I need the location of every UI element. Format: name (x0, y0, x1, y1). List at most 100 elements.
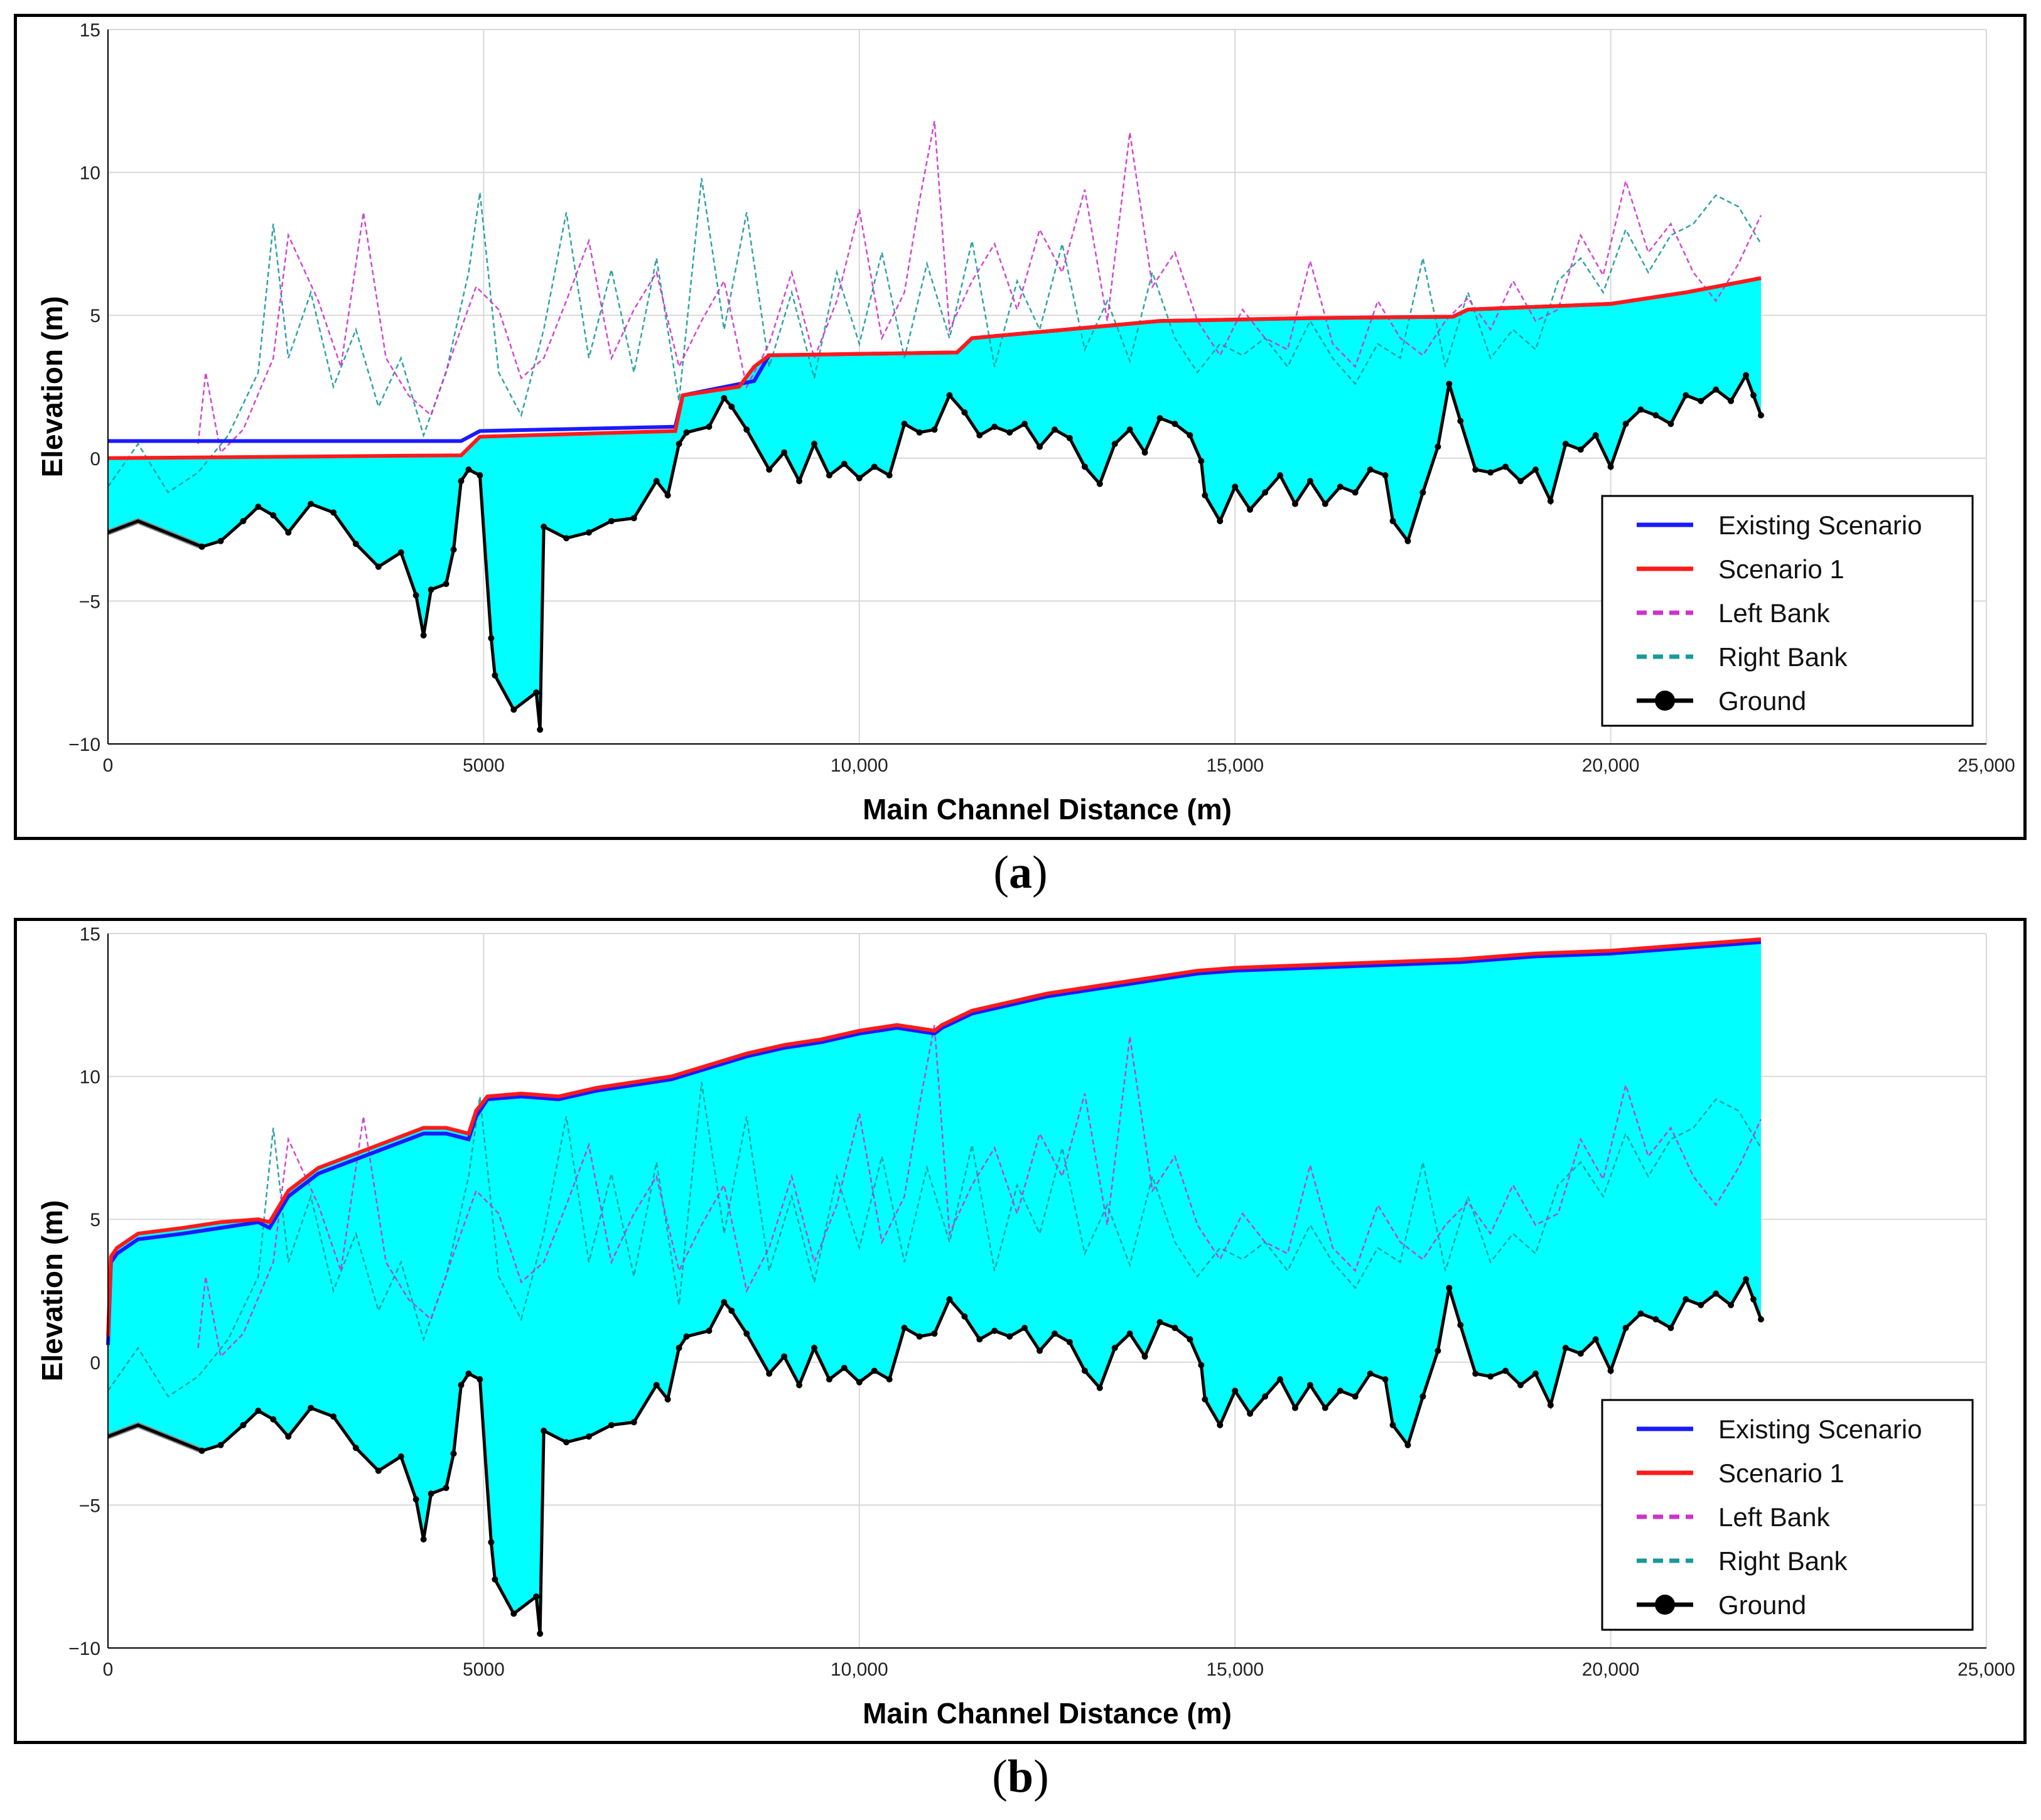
ground-point (1277, 472, 1284, 479)
ground-point (1202, 492, 1209, 498)
ground-point (1171, 1325, 1178, 1332)
ground-point (1247, 506, 1254, 513)
ground-point (841, 460, 848, 467)
ground-point (285, 1433, 292, 1440)
ground-point (585, 529, 592, 536)
ground-point (352, 1445, 359, 1451)
ground-point (1232, 483, 1239, 490)
ground-point (533, 689, 540, 696)
ground-points (198, 1276, 1764, 1637)
ground-point (375, 1467, 382, 1474)
ground-point (961, 409, 968, 416)
ground-point (492, 672, 498, 679)
ground-point (533, 1593, 540, 1600)
ground-point (1446, 1284, 1453, 1291)
ground-point (465, 466, 472, 473)
ground-point (608, 517, 615, 524)
ground-point (1262, 489, 1269, 496)
ground-point (1277, 1376, 1284, 1383)
ground-point (901, 1325, 908, 1332)
ground-point (743, 1330, 750, 1337)
x-tick-label: 15,000 (1206, 1659, 1264, 1680)
x-tick-label: 25,000 (1958, 755, 2015, 776)
series-scenario-1 (107, 276, 1762, 460)
ground-point (1187, 1336, 1193, 1343)
ground-point (1698, 397, 1704, 404)
ground-point (1352, 1393, 1359, 1400)
ground-point (1037, 1347, 1043, 1354)
legend-marker (1655, 1595, 1675, 1615)
x-tick-label: 0 (103, 1659, 114, 1680)
ground-point (1592, 1336, 1599, 1343)
ground-point (1562, 441, 1569, 448)
ground-point (1066, 1338, 1073, 1345)
ground-point (796, 478, 803, 485)
water-fill (108, 939, 1761, 1634)
x-tick-label: 10,000 (831, 755, 888, 776)
ground-point (946, 1296, 953, 1303)
ground-point (1404, 537, 1411, 544)
legend-label: Right Bank (1718, 1546, 1848, 1576)
ground-point (766, 466, 773, 473)
ground-point (488, 1539, 495, 1546)
ground-point (1577, 446, 1584, 453)
ground-point (420, 1536, 427, 1543)
x-tick-label: 0 (103, 755, 114, 776)
ground-point (826, 472, 832, 479)
ground-point (1217, 1421, 1224, 1428)
ground-point (1111, 441, 1118, 448)
legend-label: Existing Scenario (1718, 510, 1922, 540)
ground-point (1743, 372, 1750, 379)
legend: Existing Scenario Scenario 1 Left Bank Righ… (1601, 495, 1974, 727)
ground-point (706, 423, 713, 430)
ground-point (781, 449, 788, 456)
ground-point (240, 517, 247, 524)
y-tick-label: −10 (68, 735, 100, 755)
ground-point (826, 1376, 832, 1383)
ground-point (886, 472, 893, 479)
ground-point (1404, 1441, 1411, 1448)
ground-point (664, 492, 671, 498)
ground-point (1126, 1330, 1133, 1337)
ground-point (1096, 1384, 1103, 1391)
ground-point (1198, 458, 1205, 465)
ground-point (653, 1382, 660, 1389)
ground-point (563, 1439, 570, 1446)
ground-point (781, 1353, 788, 1360)
ground-point (510, 1610, 517, 1617)
series-existing-scenario (106, 940, 1762, 1345)
ground-point (856, 1379, 863, 1386)
ground-point (443, 1485, 450, 1492)
ground-point (728, 403, 735, 410)
ground-point (198, 543, 205, 550)
ground-point (1637, 1310, 1644, 1317)
ground-point (976, 1336, 983, 1343)
chart-panel-b: 0 5000 10,000 15,000 20,000 25,000 −10 −5 0 5 10 15… (14, 918, 2027, 1744)
legend-label: Left Bank (1718, 598, 1830, 628)
ground-point (1051, 1330, 1058, 1337)
ground-point (1141, 1353, 1148, 1360)
ground-point (931, 426, 938, 433)
x-tick-label: 20,000 (1582, 1659, 1640, 1680)
ground-point (766, 1370, 773, 1377)
legend-box (1601, 1399, 1974, 1631)
ground-point (1532, 1370, 1539, 1377)
x-tick-label: 5000 (463, 1659, 505, 1680)
ground-point (585, 1433, 592, 1440)
legend-label: Ground (1718, 1590, 1806, 1620)
ground-point (1187, 432, 1193, 439)
ground-point (1202, 1396, 1209, 1403)
ground-point (1322, 500, 1328, 507)
ground-point (412, 592, 419, 599)
ground-point (1607, 463, 1614, 470)
ground-point (510, 706, 517, 713)
legend-box (1601, 495, 1974, 727)
ground-point (1081, 463, 1088, 470)
ground-point (721, 395, 728, 402)
profile-chart-b: 0 5000 10,000 15,000 20,000 25,000 −10 −5 0 5 10 15… (36, 924, 2015, 1730)
ground-point (916, 429, 923, 436)
series-right-bank (107, 178, 1762, 494)
legend-label: Left Bank (1718, 1502, 1830, 1532)
ground-point (664, 1396, 671, 1403)
ground-point (537, 1630, 544, 1637)
